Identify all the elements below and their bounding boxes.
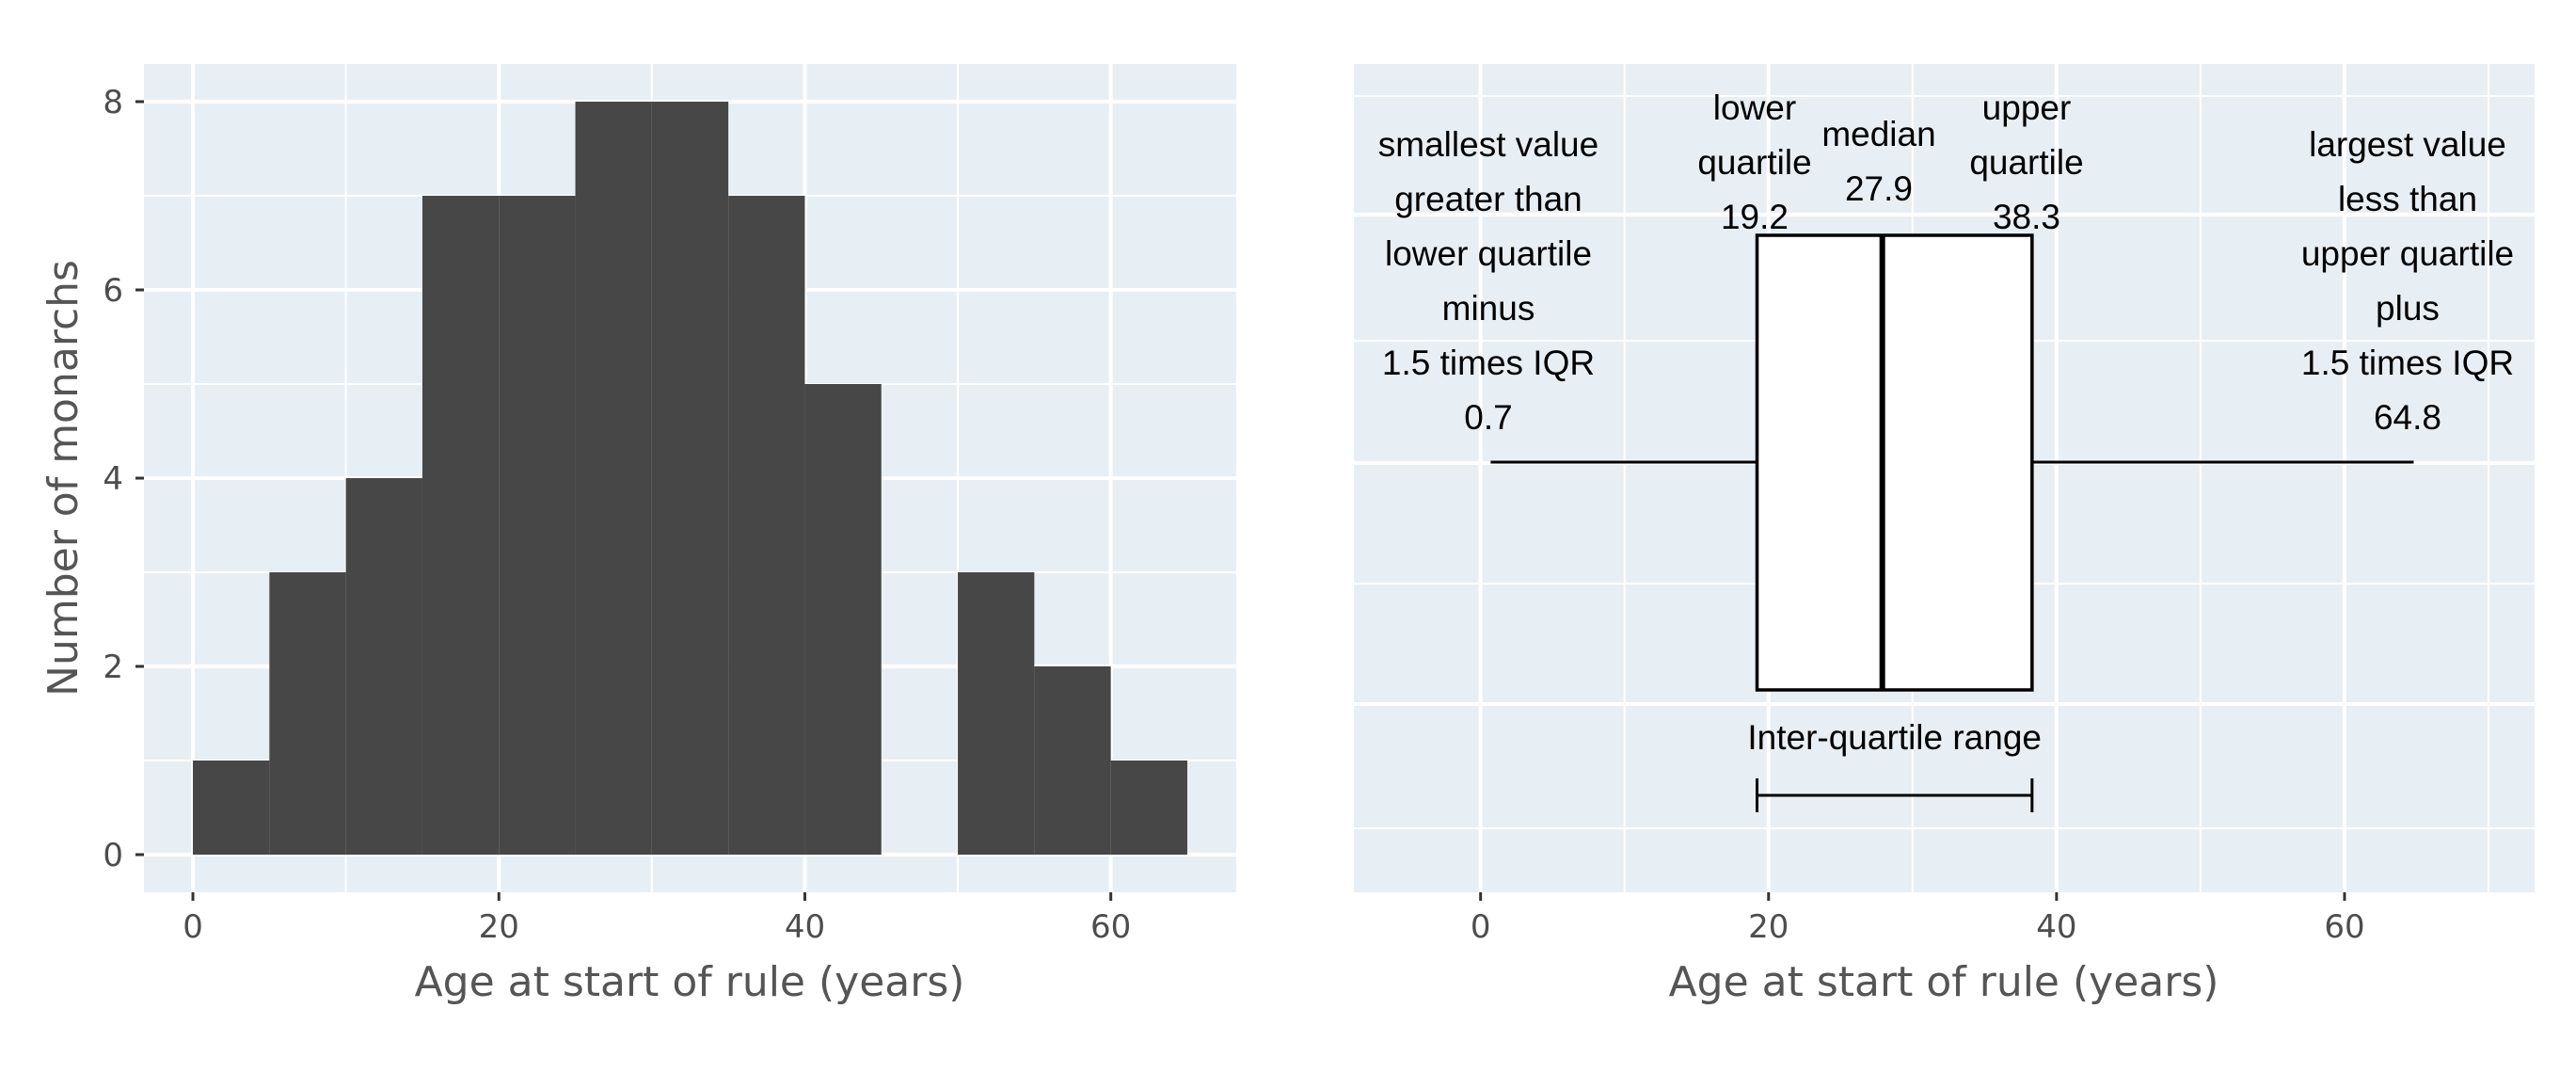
smallest-value-annotation: 1.5 times IQR	[1382, 344, 1595, 382]
boxplot-x-axis-title: Age at start of rule (years)	[1669, 958, 2219, 1006]
histogram-x-tick-label: 60	[1090, 908, 1131, 946]
histogram-bar	[958, 572, 1035, 855]
upper-quartile-annotation: 38.3	[1993, 198, 2060, 236]
histogram-x-tick-label: 20	[479, 908, 519, 946]
boxplot-x-tick-label: 0	[1471, 908, 1491, 946]
lower-quartile-annotation: 19.2	[1721, 198, 1789, 236]
histogram-y-axis-title: Number of monarchs	[40, 260, 87, 697]
histogram-y-tick-label: 4	[103, 460, 123, 498]
histogram-bars	[193, 102, 1187, 855]
histogram-x-tick-label: 0	[183, 908, 203, 946]
smallest-value-annotation: minus	[1442, 289, 1535, 328]
histogram-x-axis-title: Age at start of rule (years)	[415, 958, 965, 1006]
boxplot-x-tick-label: 40	[2036, 908, 2076, 946]
histogram-y-tick-label: 6	[103, 272, 123, 310]
boxplot-x-tick-label: 60	[2324, 908, 2364, 946]
histogram-bar	[575, 102, 652, 855]
boxplot-marks	[1490, 233, 2414, 812]
histogram-bar	[193, 761, 270, 855]
histogram-bar	[421, 196, 500, 855]
histogram-bar	[499, 196, 576, 855]
smallest-value-annotation: 0.7	[1464, 398, 1512, 437]
histogram-bar	[804, 384, 882, 855]
largest-value-annotation: upper quartile	[2301, 234, 2514, 273]
median-annotation: median	[1821, 115, 1935, 153]
histogram-bar	[728, 196, 805, 855]
boxplot-axes: 0 20 40 60	[1471, 892, 2365, 946]
boxplot-box	[1755, 233, 2034, 692]
largest-value-annotation: plus	[2376, 289, 2440, 328]
lower-quartile-annotation: quartile	[1697, 143, 1811, 182]
upper-quartile-annotation: upper	[1982, 88, 2072, 127]
largest-value-annotation: 64.8	[2374, 398, 2441, 437]
lower-quartile-annotation: lower	[1713, 88, 1796, 127]
histogram-bar	[1034, 666, 1111, 855]
median-annotation: 27.9	[1845, 169, 1913, 208]
boxplot-annotations: Inter-quartile range smallest value greate…	[1378, 88, 2514, 757]
histogram-chart: 0 20 40 60 0 2 4 6 8 Age at start of rule (years…	[40, 64, 1236, 1006]
histogram-bar	[651, 102, 729, 855]
largest-value-annotation: largest value	[2309, 125, 2506, 164]
histogram-y-tick-label: 2	[103, 649, 123, 686]
histogram-y-tick-label: 8	[103, 84, 123, 121]
histogram-x-tick-label: 40	[785, 908, 825, 946]
boxplot-chart: 0 20 40 60 Inter-quartile range smallest val…	[1354, 64, 2535, 1006]
histogram-y-tick-label: 0	[103, 837, 123, 874]
histogram-bar	[345, 478, 422, 855]
boxplot-x-tick-label: 20	[1748, 908, 1789, 946]
histogram-bar	[269, 572, 346, 855]
smallest-value-annotation: lower quartile	[1385, 234, 1592, 273]
upper-quartile-annotation: quartile	[1969, 143, 2083, 182]
smallest-value-annotation: smallest value	[1378, 125, 1598, 164]
iqr-label: Inter-quartile range	[1747, 718, 2042, 757]
largest-value-annotation: less than	[2338, 180, 2477, 218]
histogram-bar	[1110, 761, 1187, 855]
smallest-value-annotation: greater than	[1394, 180, 1582, 218]
largest-value-annotation: 1.5 times IQR	[2301, 344, 2514, 382]
histogram-axes: 0 20 40 60 0 2 4 6 8	[103, 84, 1131, 946]
